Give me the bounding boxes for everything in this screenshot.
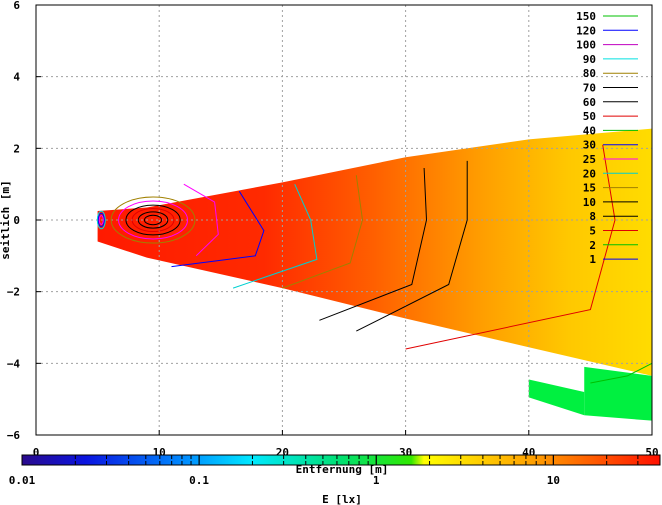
contour-line	[319, 167, 428, 321]
y-tick-label: 6	[13, 0, 20, 12]
legend-label: 20	[583, 167, 596, 180]
near-field-ring	[143, 214, 163, 226]
legend-label: 60	[583, 96, 596, 109]
low-illuminance-patch	[584, 366, 652, 421]
near-field-ring	[125, 204, 181, 236]
source-ring	[98, 215, 104, 225]
legend-label: 10	[583, 196, 596, 209]
source-ring	[97, 212, 105, 228]
y-tick-label: −4	[7, 357, 21, 370]
legend-label: 100	[576, 39, 596, 52]
y-axis-label: seitlich [m]	[0, 180, 12, 259]
colorbar-tick-label: 0.1	[189, 474, 209, 487]
y-axis-ticks: 6 4 2 0 −2 −4 −6	[7, 0, 41, 442]
contour-line	[232, 183, 318, 289]
colorbar-label: E [lx]	[322, 493, 362, 505]
legend-label: 90	[583, 53, 596, 66]
legend-label: 40	[583, 124, 596, 137]
legend-label: 25	[583, 153, 596, 166]
legend-label: 8	[589, 210, 596, 223]
contour-lines	[96, 144, 652, 384]
contour-line	[183, 183, 219, 257]
colorbar: 0.01 0.1 1 10	[9, 454, 661, 487]
near-field-ring	[131, 207, 175, 233]
legend-label: 80	[583, 67, 596, 80]
colorbar-ticks: 0.01 0.1 1 10	[9, 455, 661, 487]
legend-label: 2	[589, 239, 596, 252]
y-tick-label: −6	[7, 429, 21, 442]
colorbar-tick-label: 1	[373, 474, 380, 487]
legend-label: 1	[589, 253, 596, 266]
x-axis-label: Entfernung [m]	[296, 463, 389, 476]
near-field-ring	[118, 200, 189, 240]
grid	[36, 5, 652, 435]
legend-label: 30	[583, 139, 596, 152]
legend-label: 5	[589, 225, 596, 238]
legend-label: 150	[576, 10, 596, 23]
near-field-ring	[137, 211, 169, 229]
legend-label: 15	[583, 182, 596, 195]
y-tick-label: 2	[13, 142, 20, 155]
contour-line	[282, 175, 364, 289]
contour-line	[405, 144, 616, 350]
source-ring	[96, 210, 106, 230]
y-tick-label: 4	[13, 71, 20, 84]
contour-line	[171, 191, 265, 268]
legend-label: 70	[583, 82, 596, 95]
legend-label: 120	[576, 24, 596, 37]
contour-line	[590, 362, 652, 384]
near-field-ring	[110, 196, 196, 244]
y-tick-label: −2	[7, 286, 20, 299]
contour-line	[356, 160, 468, 332]
legend-label: 50	[583, 110, 596, 123]
illuminance-field	[97, 128, 652, 421]
colorbar-tick-label: 0.01	[9, 474, 36, 487]
x-tick-label: 0	[33, 446, 40, 459]
y-tick-label: 0	[13, 214, 20, 227]
low-illuminance-patch	[528, 379, 585, 416]
colorbar-tick-label: 10	[547, 474, 560, 487]
beam-area	[97, 128, 652, 376]
